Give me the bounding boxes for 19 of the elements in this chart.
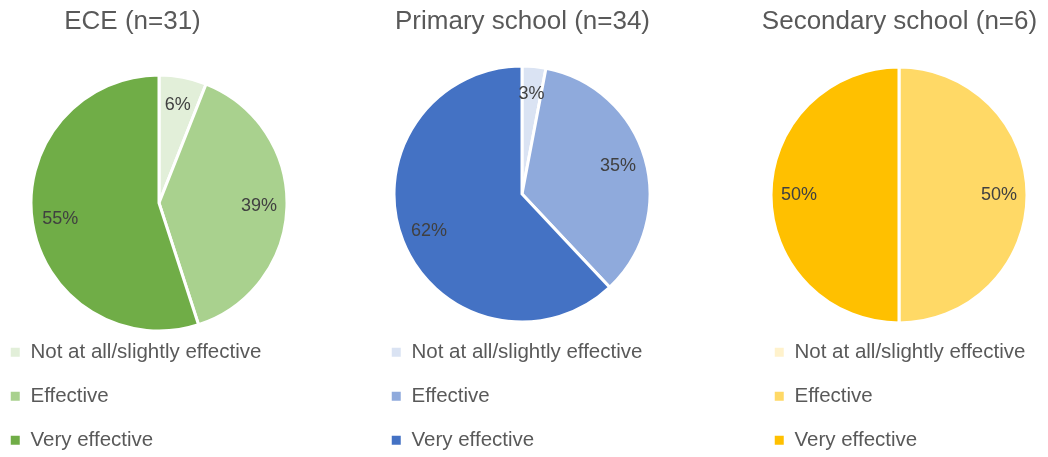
legend-label: Very effective: [411, 427, 535, 451]
legend-label: Not at all/slightly effective: [30, 339, 262, 363]
legend-label: Not at all/slightly effective: [411, 339, 643, 363]
chart-title: Secondary school (n=6): [761, 5, 1038, 35]
data-label: 39%: [240, 195, 277, 216]
data-label: 62%: [411, 219, 448, 240]
data-label: 50%: [780, 184, 818, 204]
data-label: 35%: [600, 155, 637, 176]
data-label: 55%: [42, 207, 79, 228]
chart-title: Primary school (n=34): [394, 5, 651, 35]
chart-title: ECE (n=31): [64, 5, 201, 35]
legend-label: Not at all/slightly effective: [794, 339, 1026, 363]
legend-label: Effective: [411, 383, 490, 407]
data-label: 6%: [164, 93, 191, 114]
data-label: 50%: [980, 184, 1018, 204]
legend-label: Very effective: [794, 427, 918, 451]
legend-label: Very effective: [30, 427, 154, 451]
legend-label: Effective: [794, 383, 873, 407]
legend-label: Effective: [30, 383, 109, 407]
